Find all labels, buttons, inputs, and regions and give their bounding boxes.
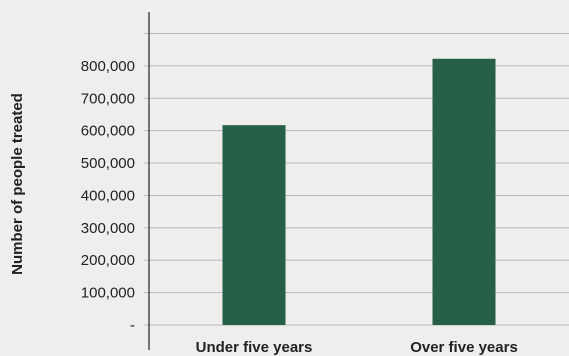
bars xyxy=(222,58,496,325)
gridlines xyxy=(144,33,569,326)
x-tick-labels: Under five years Over five years xyxy=(196,339,518,356)
bar xyxy=(222,125,286,325)
y-tick-label: 300,000 xyxy=(81,220,135,237)
y-tick-label: 800,000 xyxy=(81,58,135,75)
y-tick-label: - xyxy=(130,317,135,334)
y-tick-label: 700,000 xyxy=(81,90,135,107)
bar xyxy=(432,58,496,325)
y-tick-label: 200,000 xyxy=(81,252,135,269)
y-tick-label: 500,000 xyxy=(81,155,135,172)
y-axis-title: Number of people treated xyxy=(9,93,26,275)
x-tick-label: Over five years xyxy=(410,339,518,356)
y-tick-label: 100,000 xyxy=(81,285,135,302)
x-tick-label: Under five years xyxy=(196,339,313,356)
y-tick-label: 400,000 xyxy=(81,187,135,204)
y-tick-labels: - 100,000 200,000 300,000 400,000 500,000 600,… xyxy=(81,58,135,334)
y-tick-label: 600,000 xyxy=(81,123,135,140)
